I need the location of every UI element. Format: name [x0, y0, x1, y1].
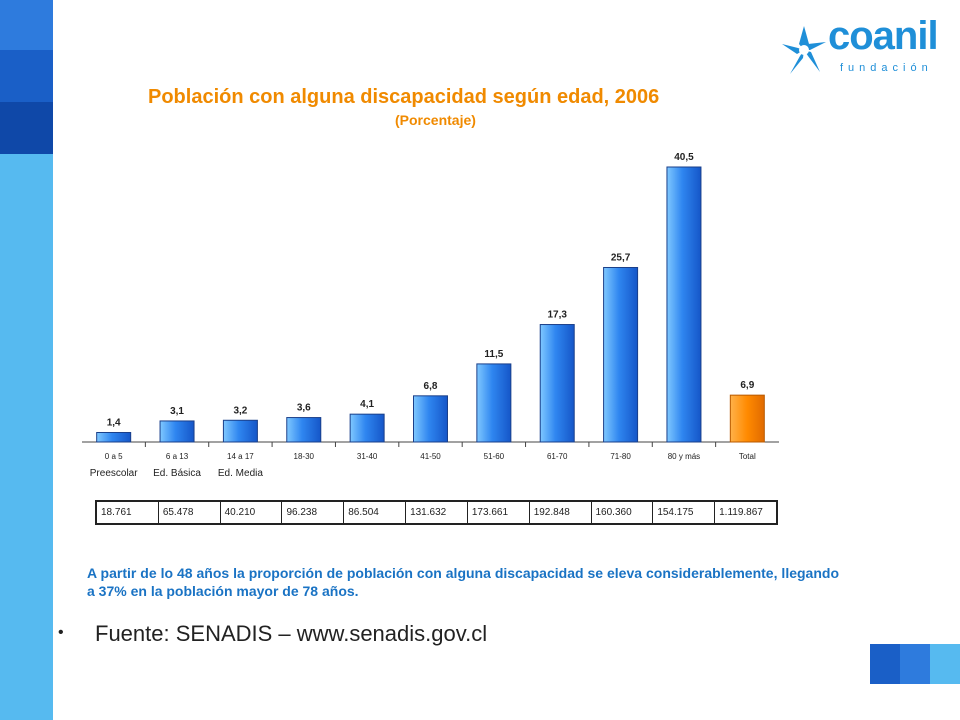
- table-cell-8: 160.360: [592, 502, 654, 523]
- table-cell-3: 96.238: [282, 502, 345, 523]
- bar-6: [476, 363, 512, 443]
- data-label-2: 3,2: [233, 405, 247, 416]
- x-sublabel-2: Ed. Media: [218, 468, 263, 479]
- corner-decor: [870, 644, 960, 684]
- chart-subtitle: (Porcentaje): [395, 112, 476, 128]
- bar-9: [666, 166, 702, 443]
- data-label-7: 17,3: [547, 310, 567, 321]
- x-tick-label-10: Total: [739, 452, 756, 461]
- data-label-9: 40,5: [674, 152, 694, 163]
- bar-10: [729, 394, 765, 443]
- logo-word: coanil: [828, 14, 939, 58]
- table-cell-2: 40.210: [221, 502, 283, 523]
- x-tick-label-1: 6 a 13: [166, 452, 189, 461]
- strip-block-2: [0, 50, 53, 102]
- star-burst-icon: [782, 26, 826, 74]
- data-label-8: 25,7: [611, 252, 631, 263]
- bar-8: [603, 266, 639, 443]
- data-label-5: 6,8: [424, 381, 438, 392]
- x-tick-label-0: 0 a 5: [105, 452, 123, 461]
- corner-block-1: [870, 644, 900, 684]
- x-tick-label-5: 41-50: [420, 452, 441, 461]
- data-label-0: 1,4: [107, 417, 121, 428]
- logo-subtext: fundación: [840, 62, 933, 74]
- bar-5: [413, 395, 448, 443]
- strip-block-1: [0, 0, 53, 50]
- table-cell-10: 1.119.867: [719, 507, 763, 518]
- bar-chart: 1,4 0 a 5 Preescolar 3,1 6 a 13 Ed. Básica 3,2…: [82, 152, 779, 479]
- chart-title: Población con alguna discapacidad según …: [148, 86, 660, 108]
- x-sublabel-0: Preescolar: [90, 468, 138, 479]
- x-tick-label-4: 31-40: [357, 452, 378, 461]
- table-cell-9: 154.175: [653, 502, 716, 523]
- bar-7: [539, 324, 575, 443]
- data-label-10: 6,9: [740, 380, 754, 391]
- strip-block-3: [0, 102, 53, 154]
- bar-1: [159, 420, 195, 443]
- x-tick-label-8: 71-80: [610, 452, 631, 461]
- table-cell-0: 18.761: [97, 502, 159, 523]
- bar-3: [286, 417, 322, 443]
- data-label-4: 4,1: [360, 399, 374, 410]
- table-cell-7: 192.848: [530, 502, 592, 523]
- corner-block-2: [900, 644, 930, 684]
- left-decor-strip: [0, 0, 53, 720]
- bar-0: [96, 431, 132, 443]
- chart-note: A partir de lo 48 años la proporción de …: [87, 565, 839, 599]
- data-label-6: 11,5: [484, 349, 503, 360]
- bar-4: [349, 413, 385, 443]
- table-cell-4: 86.504: [344, 502, 407, 523]
- source-text: Fuente: SENADIS – www.senadis.gov.cl: [95, 621, 488, 646]
- x-tick-label-3: 18-30: [294, 452, 315, 461]
- source-bullet: •: [58, 624, 64, 641]
- x-tick-label-9: 80 y más: [668, 452, 700, 461]
- table-cell-6: 173.661: [468, 502, 530, 523]
- x-sublabel-1: Ed. Básica: [153, 468, 201, 479]
- table-cell-5: 131.632: [406, 502, 468, 523]
- corner-block-3: [930, 644, 960, 684]
- population-table: 18.761 65.478 40.210 96.238 86.504 131.632 173…: [95, 500, 778, 525]
- data-label-1: 3,1: [170, 406, 184, 417]
- table-cell-1: 65.478: [159, 502, 221, 523]
- coanil-logo: coanil fundación: [778, 14, 946, 80]
- x-tick-label-7: 61-70: [547, 452, 568, 461]
- data-label-3: 3,6: [297, 403, 311, 414]
- bar-2: [222, 419, 258, 443]
- x-tick-label-2: 14 a 17: [227, 452, 254, 461]
- x-tick-label-6: 51-60: [484, 452, 505, 461]
